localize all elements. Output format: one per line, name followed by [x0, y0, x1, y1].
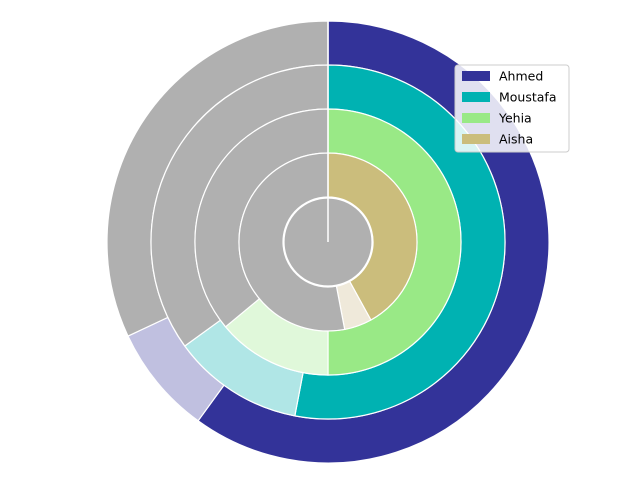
rings-group — [106, 20, 550, 464]
legend-label-moustafa: Moustafa — [499, 90, 557, 105]
legend-label-yehia: Yehia — [498, 111, 532, 126]
legend-swatch-yehia — [462, 113, 490, 123]
legend-swatch-aisha — [462, 134, 490, 144]
ring-aisha-main — [327, 152, 418, 321]
legend: Ahmed Moustafa Yehia Aisha — [454, 64, 570, 153]
ring-aisha-track — [238, 152, 346, 332]
legend-label-aisha: Aisha — [499, 132, 533, 147]
legend-frame — [454, 64, 570, 153]
legend-label-ahmed: Ahmed — [499, 69, 543, 84]
legend-swatch-moustafa — [462, 92, 490, 102]
legend-swatch-ahmed — [462, 71, 490, 81]
